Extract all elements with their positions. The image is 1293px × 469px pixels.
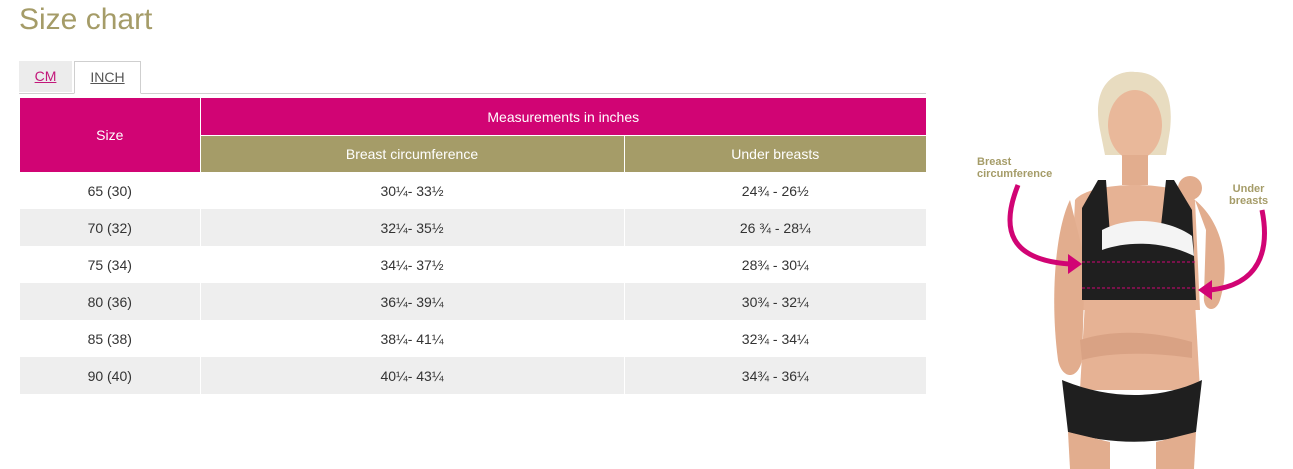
size-cell: 70 (32) (20, 209, 201, 246)
under-cell: 24¾ - 26½ (624, 172, 926, 209)
breast-cell: 38¼- 41¼ (200, 320, 625, 357)
under-cell: 30¾ - 32¼ (624, 283, 926, 320)
size-cell: 75 (34) (20, 246, 201, 283)
table-row: 90 (40) 40¼- 43¼ 34¾ - 36¼ (20, 357, 926, 394)
breast-cell: 30¼- 33½ (200, 172, 625, 209)
under-breasts-callout: Under breasts (1229, 183, 1269, 207)
tab-inch[interactable]: INCH (74, 61, 141, 94)
breast-cell: 34¼- 37½ (200, 246, 625, 283)
tab-cm[interactable]: CM (19, 61, 72, 92)
unit-tabs: CM INCH (19, 61, 926, 94)
model-figure-image (1007, 71, 1267, 469)
size-cell: 65 (30) (20, 172, 201, 209)
size-cell: 90 (40) (20, 357, 201, 394)
table-row: 85 (38) 38¼- 41¼ 32¾ - 34¼ (20, 320, 926, 357)
under-cell: 32¾ - 34¼ (624, 320, 926, 357)
breast-cell: 40¼- 43¼ (200, 357, 625, 394)
size-table: Size Measurements in inches Breast circu… (20, 98, 926, 394)
breast-circumference-callout: Breast circumference (977, 156, 1053, 180)
size-cell: 80 (36) (20, 283, 201, 320)
measurements-group-header: Measurements in inches (200, 98, 926, 136)
table-row: 75 (34) 34¼- 37½ 28¾ - 30¼ (20, 246, 926, 283)
page-title: Size chart (19, 3, 153, 36)
breast-cell: 36¼- 39¼ (200, 283, 625, 320)
table-row: 65 (30) 30¼- 33½ 24¾ - 26½ (20, 172, 926, 209)
under-breasts-header: Under breasts (624, 135, 926, 172)
under-cell: 26 ¾ - 28¼ (624, 209, 926, 246)
model-measurement-illustration: Breast circumference Under breasts (970, 60, 1293, 469)
table-row: 70 (32) 32¼- 35½ 26 ¾ - 28¼ (20, 209, 926, 246)
table-row: 80 (36) 36¼- 39¼ 30¾ - 32¼ (20, 283, 926, 320)
size-column-header: Size (20, 98, 201, 172)
under-cell: 34¾ - 36¼ (624, 357, 926, 394)
breast-circumference-header: Breast circumference (200, 135, 625, 172)
size-cell: 85 (38) (20, 320, 201, 357)
breast-cell: 32¼- 35½ (200, 209, 625, 246)
under-cell: 28¾ - 30¼ (624, 246, 926, 283)
